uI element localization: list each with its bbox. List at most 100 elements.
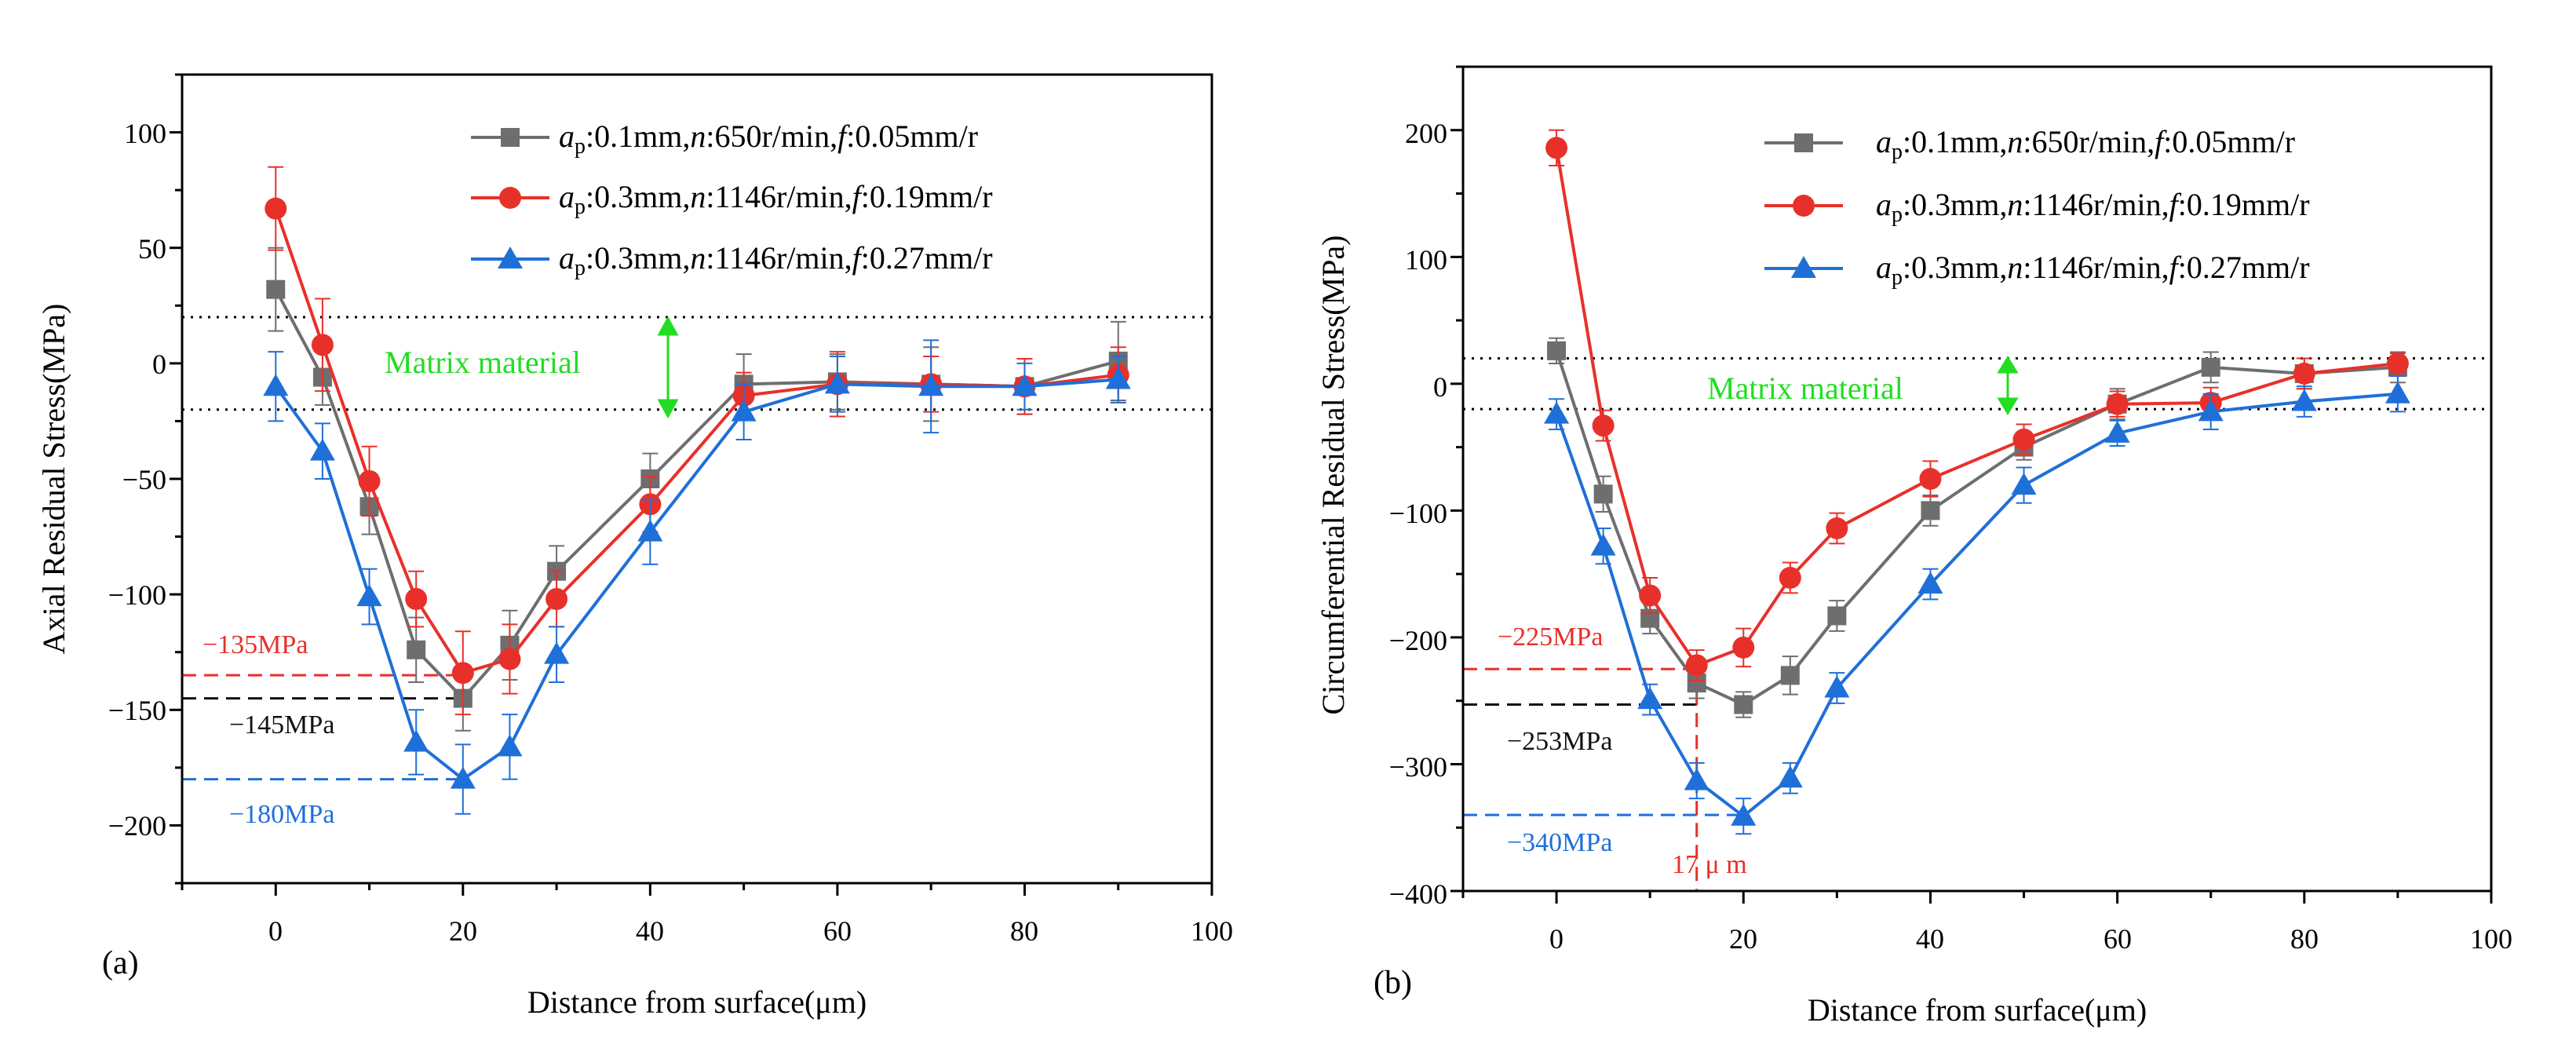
legend-text: :1146r/min, <box>706 240 852 276</box>
svg-text:ap:0.1mm,n:650r/min,f:0.05mm/r: ap:0.1mm,n:650r/min,f:0.05mm/r <box>1876 124 2295 164</box>
legend-text: :650r/min, <box>2023 124 2155 159</box>
data-point <box>1921 501 1940 520</box>
data-point <box>1012 374 1038 396</box>
panel-label: (a) <box>102 945 139 981</box>
y-tick-label: 100 <box>124 118 166 149</box>
legend-text: :0.19mm/r <box>2178 187 2310 222</box>
annotation-label: −145MPa <box>229 710 334 739</box>
svg-text:ap:0.3mm,n:1146r/min,f:0.27mm/: ap:0.3mm,n:1146r/min,f:0.27mm/r <box>559 240 993 280</box>
x-tick-label: 40 <box>636 915 664 947</box>
svg-text:ap:0.1mm,n:650r/min,f:0.05mm/r: ap:0.1mm,n:650r/min,f:0.05mm/r <box>559 119 978 159</box>
legend-text: :0.1mm, <box>586 119 690 154</box>
series-group <box>1544 129 2410 835</box>
legend-text: :0.3mm, <box>586 179 690 214</box>
data-point <box>2201 357 2220 377</box>
x-tick-label: 20 <box>1729 923 1757 955</box>
panel-label: (b) <box>1374 965 1412 1001</box>
data-point <box>358 469 381 492</box>
y-tick-label: 100 <box>1405 244 1447 276</box>
legend-text: a <box>559 119 575 154</box>
legend-entry: ap:0.3mm,n:1146r/min,f:0.27mm/r <box>1764 250 2310 290</box>
axis-ticks <box>170 73 1213 896</box>
data-point <box>1732 636 1755 659</box>
data-point <box>2293 362 2315 385</box>
x-axis-label: Distance from surface(μm) <box>527 984 867 1020</box>
x-tick-label: 60 <box>823 915 852 947</box>
data-point <box>266 279 286 299</box>
data-point <box>407 640 426 659</box>
y-tick-label: 0 <box>1433 371 1447 403</box>
data-point <box>497 734 523 757</box>
data-point <box>1637 687 1663 710</box>
x-tick-label: 0 <box>268 915 283 947</box>
legend-text: n <box>690 240 706 276</box>
data-point <box>2291 389 2317 411</box>
y-tick-label: 50 <box>138 233 166 265</box>
x-tick-label: 20 <box>449 915 477 947</box>
legend-text: :0.05mm/r <box>2163 124 2295 159</box>
data-point <box>1731 803 1757 826</box>
data-point <box>1827 606 1847 626</box>
svg-text:ap:0.3mm,n:1146r/min,f:0.27mm/: ap:0.3mm,n:1146r/min,f:0.27mm/r <box>1876 250 2310 290</box>
x-tick-label: 100 <box>2470 923 2512 955</box>
data-point <box>450 766 476 789</box>
data-point <box>637 519 663 542</box>
y-axis-label: Axial Residual Stress(MPa) <box>36 304 71 655</box>
data-point <box>1826 517 1848 539</box>
x-tick-label: 80 <box>2290 923 2319 955</box>
annotation-label: 17 μ m <box>1672 850 1747 879</box>
data-point <box>1592 414 1615 437</box>
data-point <box>1547 341 1567 360</box>
series-line <box>1555 392 2399 819</box>
matrix-arrow <box>1997 356 2019 415</box>
series-square <box>1547 337 2407 718</box>
legend-text: a <box>1876 124 1892 159</box>
annotation-label: −180MPa <box>229 800 334 829</box>
data-point <box>265 197 287 220</box>
y-tick-label: −200 <box>108 810 166 842</box>
legend-entry: ap:0.1mm,n:650r/min,f:0.05mm/r <box>1764 124 2295 164</box>
data-point <box>403 729 429 752</box>
x-tick-label: 0 <box>1549 923 1563 955</box>
legend-text: :0.1mm, <box>1903 124 2007 159</box>
data-point <box>1919 468 1942 490</box>
data-point <box>1684 768 1709 791</box>
legend-text: :0.27mm/r <box>2178 250 2310 285</box>
data-point <box>544 641 570 664</box>
series-group <box>263 166 1131 815</box>
legend-entry: ap:0.3mm,n:1146r/min,f:0.19mm/r <box>471 179 993 219</box>
data-point <box>498 648 521 670</box>
legend-text: :650r/min, <box>706 119 837 154</box>
axis-ticks <box>1450 65 2493 904</box>
annotation-label: −135MPa <box>203 630 308 659</box>
legend-text: n <box>2007 124 2023 159</box>
legend-text: n <box>2007 187 2023 222</box>
legend-entry: ap:0.3mm,n:1146r/min,f:0.19mm/r <box>1764 187 2310 227</box>
data-point <box>1779 567 1801 589</box>
legend-text: p <box>575 256 586 280</box>
data-point <box>1593 484 1613 504</box>
reference-lines <box>182 674 463 781</box>
data-point <box>405 588 428 611</box>
legend-text: :0.05mm/r <box>846 119 978 154</box>
x-tick-label: 100 <box>1191 915 1233 947</box>
legend-entry: ap:0.1mm,n:650r/min,f:0.05mm/r <box>471 119 978 159</box>
series-triangle <box>263 339 1131 815</box>
matrix-band-lines <box>1463 357 2491 411</box>
data-point <box>2384 381 2410 404</box>
legend-text: :0.3mm, <box>1903 187 2007 222</box>
legend-text: a <box>1876 187 1892 222</box>
data-point <box>1734 695 1753 714</box>
x-tick-label: 60 <box>2103 923 2132 955</box>
data-point <box>1917 571 1943 594</box>
legend-text: n <box>2007 250 2023 285</box>
panel-b: 0 20 40 60 80 100 200 100 0 −100 −200 −3… <box>1315 65 2512 1028</box>
data-point <box>731 399 757 422</box>
plot-frame <box>1461 65 2493 893</box>
y-tick-label: −150 <box>108 695 166 726</box>
data-point <box>2198 399 2224 422</box>
x-tick-label: 40 <box>1916 923 1944 955</box>
legend-text: :0.3mm, <box>1903 250 2007 285</box>
legend-text: :0.27mm/r <box>861 240 993 276</box>
